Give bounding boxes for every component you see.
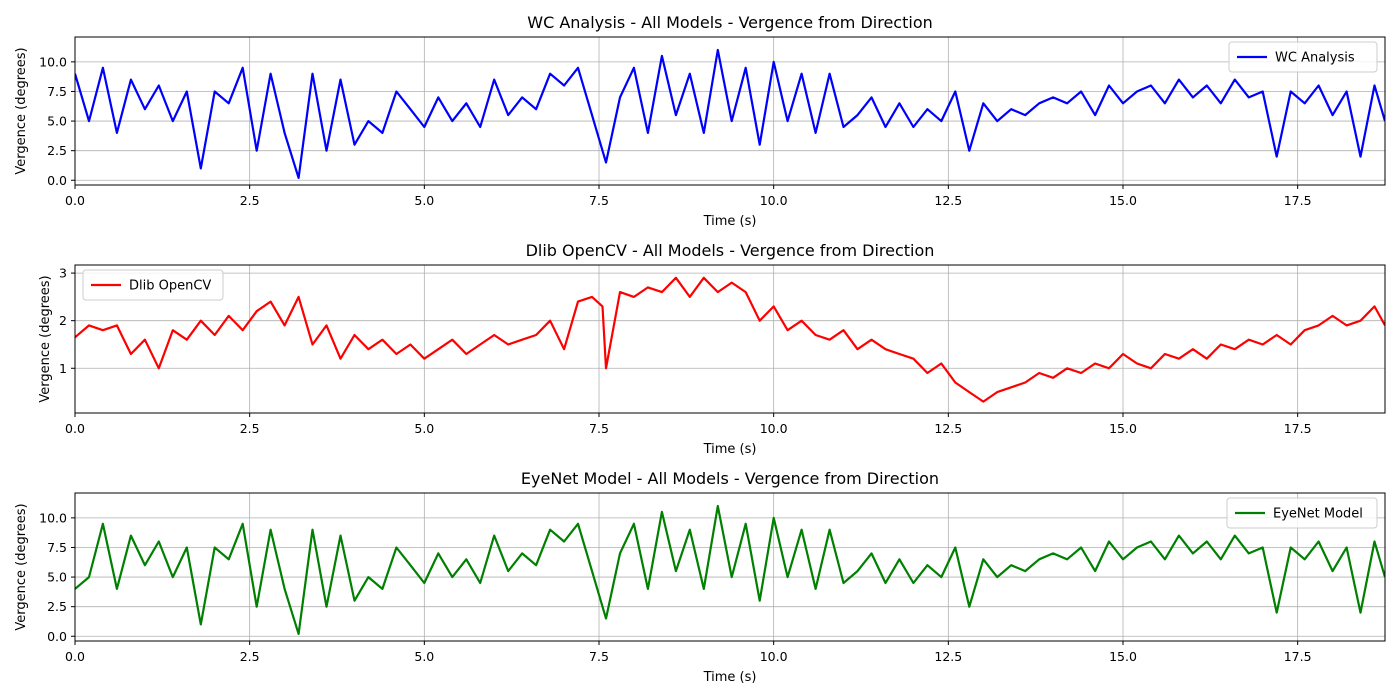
x-tick-label: 2.5 bbox=[240, 421, 260, 436]
x-tick-label: 7.5 bbox=[589, 193, 609, 208]
x-tick-label: 10.0 bbox=[760, 421, 788, 436]
x-tick-label: 0.0 bbox=[65, 649, 85, 664]
x-tick-label: 2.5 bbox=[240, 649, 260, 664]
x-axis-label: Time (s) bbox=[703, 670, 757, 685]
chart-title: Dlib OpenCV - All Models - Vergence from… bbox=[526, 241, 935, 260]
y-tick-label: 2.5 bbox=[47, 143, 67, 158]
series-line bbox=[75, 48, 1385, 179]
x-axis-label: Time (s) bbox=[703, 442, 757, 457]
x-tick-label: 17.5 bbox=[1284, 421, 1312, 436]
x-tick-label: 12.5 bbox=[934, 193, 962, 208]
legend-box bbox=[1228, 41, 1378, 73]
x-tick-label: 12.5 bbox=[934, 421, 962, 436]
y-tick-label: 7.5 bbox=[47, 540, 67, 555]
y-tick-label: 0.0 bbox=[47, 173, 67, 188]
legend: WC Analysis bbox=[1228, 41, 1378, 73]
x-tick-label: 15.0 bbox=[1109, 421, 1137, 436]
y-tick-label: 2 bbox=[59, 313, 67, 328]
x-tick-label: 5.0 bbox=[414, 421, 434, 436]
y-tick-label: 5.0 bbox=[47, 570, 67, 585]
axes-frame bbox=[74, 492, 1386, 642]
axes-frame bbox=[74, 264, 1386, 414]
y-tick-label: 0.0 bbox=[47, 629, 67, 644]
y-tick-label: 7.5 bbox=[47, 84, 67, 99]
chart-title: WC Analysis - All Models - Vergence from… bbox=[527, 13, 933, 32]
legend-label: Dlib OpenCV bbox=[129, 279, 211, 294]
x-axis-label: Time (s) bbox=[703, 214, 757, 229]
series-line bbox=[75, 504, 1385, 636]
x-tick-label: 7.5 bbox=[589, 649, 609, 664]
x-tick-label: 7.5 bbox=[589, 421, 609, 436]
subplot-1: 0.0 2.5 5.0 7.5 10.0 12.5 15.0 17.5 0.0 2.5 5.0 7.5… bbox=[14, 13, 1386, 229]
y-tick-label: 1 bbox=[59, 361, 67, 376]
y-axis-label: Vergence (degrees) bbox=[38, 275, 53, 402]
y-axis-label: Vergence (degrees) bbox=[14, 47, 29, 174]
axes-frame bbox=[74, 36, 1386, 186]
x-tick-label: 0.0 bbox=[65, 421, 85, 436]
x-tick-label: 0.0 bbox=[65, 193, 85, 208]
x-tick-label: 10.0 bbox=[760, 649, 788, 664]
x-tick-label: 17.5 bbox=[1284, 649, 1312, 664]
subplot-3: 0.0 2.5 5.0 7.5 10.0 12.5 15.0 17.5 0.0 2.5 5.0 7.5… bbox=[14, 469, 1386, 685]
series-line bbox=[75, 276, 1385, 403]
y-tick-label: 2.5 bbox=[47, 599, 67, 614]
x-tick-label: 12.5 bbox=[934, 649, 962, 664]
legend-label: WC Analysis bbox=[1275, 51, 1355, 66]
legend-box bbox=[82, 269, 224, 301]
subplot-2: 0.0 2.5 5.0 7.5 10.0 12.5 15.0 17.5 1 2 3 Dlib Open… bbox=[38, 241, 1386, 457]
x-tick-label: 10.0 bbox=[760, 193, 788, 208]
x-tick-label: 15.0 bbox=[1109, 649, 1137, 664]
y-tick-label: 3 bbox=[59, 266, 67, 281]
x-tick-label: 5.0 bbox=[414, 649, 434, 664]
legend-label: EyeNet Model bbox=[1273, 507, 1363, 522]
x-tick-label: 17.5 bbox=[1284, 193, 1312, 208]
y-tick-label: 5.0 bbox=[47, 114, 67, 129]
y-tick-label: 10.0 bbox=[39, 54, 67, 69]
legend: Dlib OpenCV bbox=[82, 269, 224, 301]
chart-title: EyeNet Model - All Models - Vergence fro… bbox=[521, 469, 939, 488]
x-tick-label: 2.5 bbox=[240, 193, 260, 208]
y-tick-label: 10.0 bbox=[39, 510, 67, 525]
x-tick-label: 15.0 bbox=[1109, 193, 1137, 208]
y-axis-label: Vergence (degrees) bbox=[14, 503, 29, 630]
legend-box bbox=[1226, 497, 1378, 529]
x-tick-label: 5.0 bbox=[414, 193, 434, 208]
legend: EyeNet Model bbox=[1226, 497, 1378, 529]
